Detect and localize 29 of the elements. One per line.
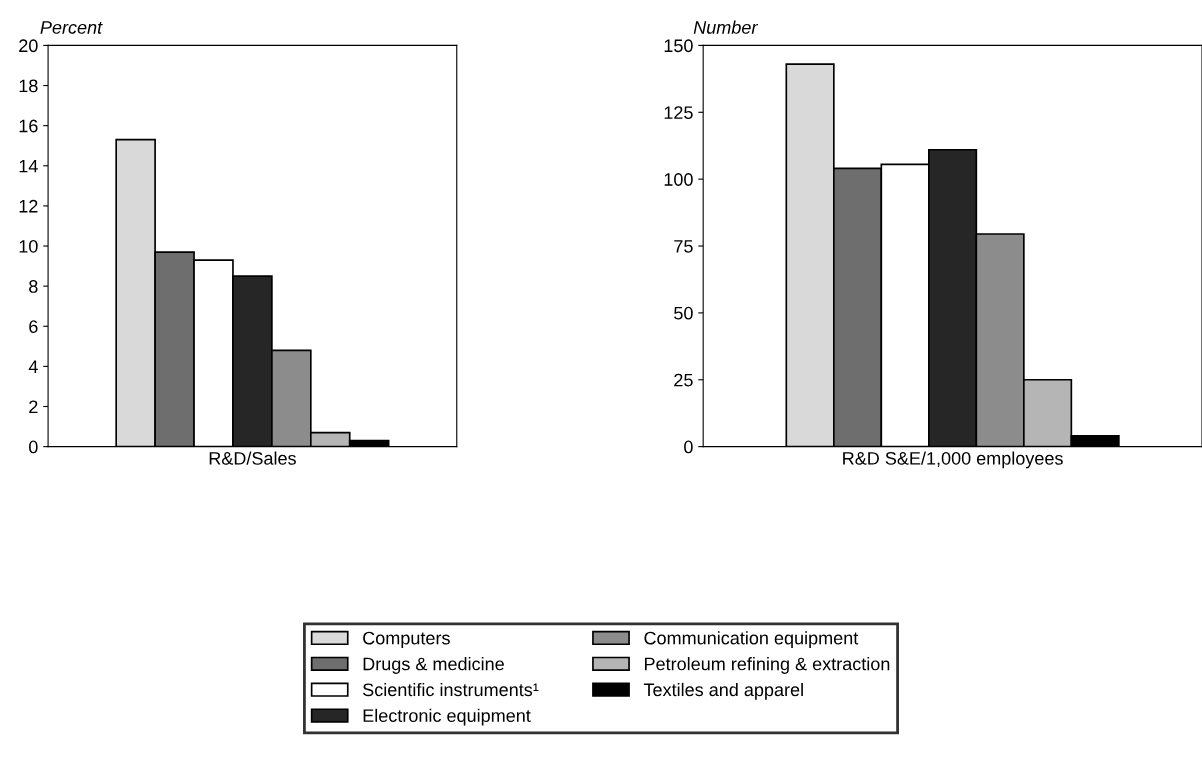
y-tick-label: 12: [19, 199, 38, 213]
y-axis-title: Number: [693, 20, 759, 34]
y-tick-label: 100: [664, 173, 693, 186]
y-tick-label: 18: [19, 79, 38, 93]
y-tick-label: 75: [674, 240, 693, 253]
y-tick-label: 16: [19, 119, 38, 133]
y-tick-label: 10: [19, 239, 38, 253]
y-tick-label: 4: [28, 360, 38, 373]
y-tick-label: 20: [19, 39, 38, 53]
legend-label: Textiles and apparel: [643, 682, 803, 700]
y-tick-label: 14: [19, 159, 38, 173]
x-tick-label: R&D/Sales: [209, 451, 296, 465]
legend-label: Drugs & medicine: [363, 657, 504, 674]
y-tick-label: 8: [29, 280, 38, 293]
y-tick-label: 25: [674, 373, 693, 387]
legend-label: Communication equipment: [644, 631, 859, 649]
legend-label: Electronic equipment: [363, 708, 531, 726]
y-tick-label: 150: [664, 39, 693, 53]
y-tick-label: 125: [664, 106, 693, 120]
legend-label: Computers: [363, 631, 450, 649]
y-tick-label: 0: [684, 440, 693, 454]
y-tick-label: 2: [29, 400, 38, 414]
legend-label: Petroleum refining & extraction: [644, 657, 890, 674]
y-tick-label: 0: [29, 440, 38, 454]
y-tick-label: 6: [29, 320, 38, 333]
legend-label: Scientific instruments¹: [363, 682, 539, 697]
x-tick-label: R&D S&E/1,000 employees: [843, 451, 1063, 469]
y-axis-title: Percent: [40, 21, 103, 34]
y-tick-label: 50: [674, 306, 693, 320]
